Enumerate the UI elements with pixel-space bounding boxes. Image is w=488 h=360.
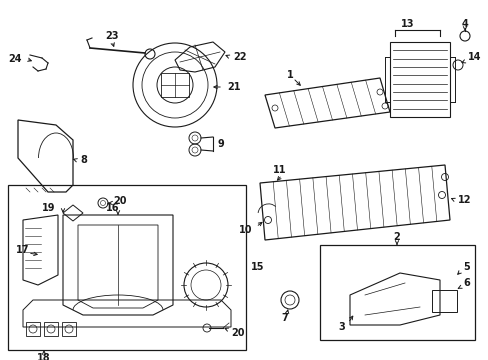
Text: 7: 7 [281,313,288,323]
Text: 10: 10 [238,225,251,235]
Bar [26,322,40,336]
Text: 14: 14 [467,52,481,62]
Text: 18: 18 [37,353,51,360]
Text: 5: 5 [462,262,469,272]
Text: 12: 12 [457,195,470,205]
Bar [8,185,245,350]
Bar [44,322,58,336]
Bar [319,245,474,340]
Text: 21: 21 [226,82,240,92]
Text: 3: 3 [338,322,345,332]
Text: 1: 1 [286,70,293,80]
Text: 15: 15 [250,262,264,272]
Text: 16: 16 [106,203,120,213]
Text: 23: 23 [105,31,119,41]
Text: 11: 11 [273,165,286,175]
Text: 19: 19 [41,203,55,213]
Text: 6: 6 [462,278,469,288]
Text: 13: 13 [401,19,414,29]
Text: 24: 24 [8,54,22,64]
Text: 20: 20 [230,328,244,338]
Text: 8: 8 [80,155,87,165]
Bar [62,322,76,336]
Text: 2: 2 [393,232,400,242]
Text: 22: 22 [232,52,246,62]
Bar [161,73,189,97]
Text: 9: 9 [217,139,224,149]
Text: 4: 4 [461,19,468,29]
Text: 20: 20 [113,196,126,206]
Text: 17: 17 [16,245,29,255]
Bar [431,290,456,312]
